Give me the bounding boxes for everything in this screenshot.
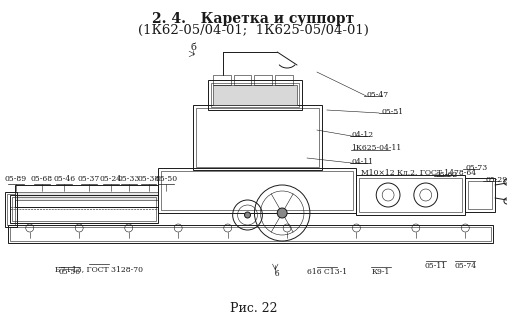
- Circle shape: [245, 212, 250, 218]
- Text: 05-68: 05-68: [31, 175, 53, 183]
- Text: 1К625-04-11: 1К625-04-11: [351, 144, 402, 152]
- Text: 2. 4.   Каретка и суппорт: 2. 4. Каретка и суппорт: [153, 12, 354, 26]
- Bar: [7, 194, 15, 225]
- Text: 05-50: 05-50: [155, 175, 177, 183]
- Text: Рис. 22: Рис. 22: [230, 301, 277, 315]
- Bar: [254, 75, 272, 85]
- Text: 05-24: 05-24: [100, 175, 122, 183]
- Text: 04-11: 04-11: [351, 158, 374, 166]
- Text: М10×12 Кл.2, ГОСТ 1478-64: М10×12 Кл.2, ГОСТ 1478-64: [361, 168, 477, 176]
- Circle shape: [277, 208, 287, 218]
- Text: 04-12: 04-12: [351, 131, 374, 139]
- Text: 05-47: 05-47: [366, 91, 389, 99]
- Text: 05-89: 05-89: [5, 175, 27, 183]
- Bar: [161, 171, 353, 210]
- Text: 05-56: 05-56: [58, 268, 80, 276]
- Text: 05-33: 05-33: [118, 175, 140, 183]
- Bar: [5, 192, 17, 227]
- Bar: [213, 85, 297, 105]
- Bar: [213, 75, 231, 85]
- Text: 05-46: 05-46: [53, 175, 75, 183]
- Text: К9-1: К9-1: [372, 268, 390, 276]
- Text: 05-38: 05-38: [137, 175, 160, 183]
- Text: 05-29: 05-29: [485, 176, 507, 184]
- Bar: [465, 178, 495, 212]
- Text: 616 С13-1: 616 С13-1: [307, 268, 347, 276]
- Text: 05-74: 05-74: [454, 262, 476, 270]
- Bar: [275, 75, 293, 85]
- Bar: [356, 175, 465, 215]
- Text: 05-51: 05-51: [381, 108, 403, 116]
- Bar: [196, 108, 319, 167]
- Bar: [8, 225, 493, 243]
- Text: б: б: [190, 43, 196, 51]
- Text: Б7+13, ГОСТ 3128-70: Б7+13, ГОСТ 3128-70: [55, 265, 143, 273]
- Bar: [10, 195, 158, 223]
- Text: (1К62-05/04-01;  1К625-05/04-01): (1К62-05/04-01; 1К625-05/04-01): [138, 24, 369, 37]
- Text: 05-73: 05-73: [465, 164, 487, 172]
- Text: б: б: [275, 270, 280, 278]
- Bar: [359, 178, 462, 212]
- Bar: [211, 83, 299, 107]
- Text: 05-11: 05-11: [424, 262, 446, 270]
- Bar: [468, 181, 492, 209]
- Bar: [193, 105, 322, 170]
- Bar: [208, 80, 302, 110]
- Text: 05-37: 05-37: [78, 175, 100, 183]
- Bar: [15, 185, 158, 207]
- Bar: [233, 75, 251, 85]
- Bar: [10, 227, 491, 241]
- Text: 05-62: 05-62: [436, 171, 458, 179]
- Bar: [158, 168, 356, 213]
- Bar: [12, 197, 157, 221]
- Bar: [15, 192, 158, 200]
